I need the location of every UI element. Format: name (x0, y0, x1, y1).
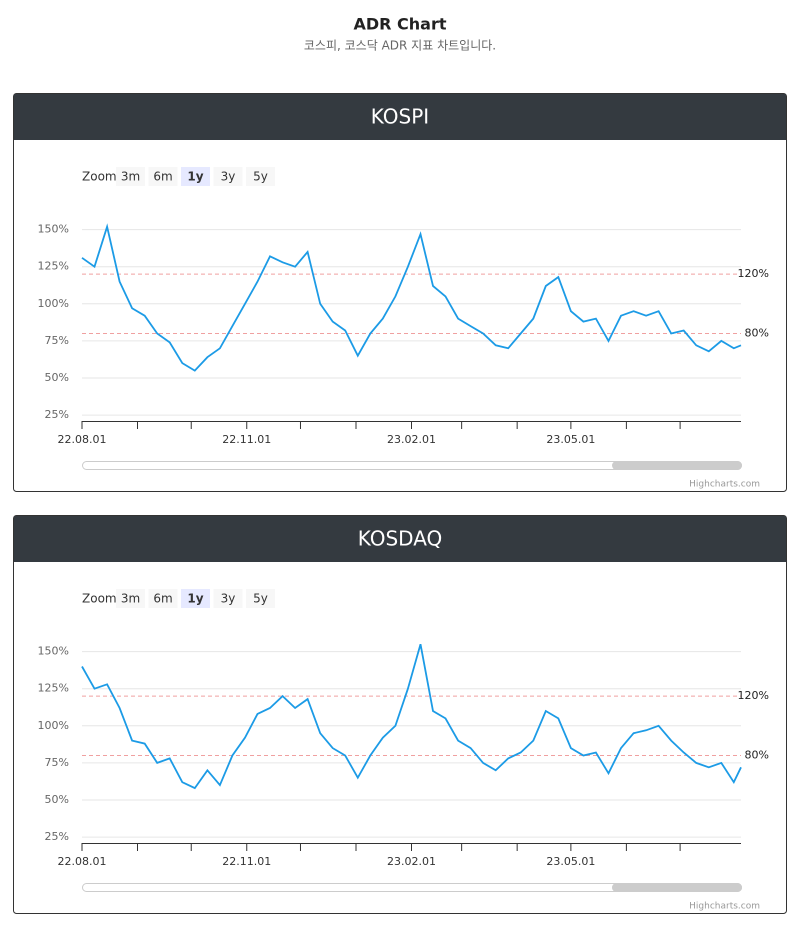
zoom-button-label[interactable]: 3y (221, 592, 236, 606)
x-tick-label: 22.08.01 (58, 433, 107, 446)
zoom-button-label[interactable]: 3m (121, 592, 140, 606)
y-tick-label: 50% (45, 371, 69, 384)
zoom-button[interactable] (246, 589, 275, 608)
y-tick-label: 50% (45, 793, 69, 806)
page-title: ADR Chart (353, 15, 446, 34)
zoom-button[interactable] (148, 167, 178, 186)
zoom-button[interactable] (181, 167, 210, 186)
zoom-button-label[interactable]: 3m (121, 170, 140, 184)
scrollbar-thumb[interactable] (612, 461, 742, 470)
y-tick-label: 75% (45, 756, 69, 769)
data-line (81, 223, 742, 372)
panel-title: KOSPI (371, 105, 429, 129)
zoom-button[interactable] (148, 589, 178, 608)
panel-header (14, 94, 786, 140)
zoom-button-label[interactable]: 3y (221, 170, 236, 184)
y-tick-label: 125% (38, 682, 69, 695)
x-tick-label: 22.11.01 (222, 433, 271, 446)
zoom-button-label[interactable]: 5y (253, 592, 268, 606)
zoom-button[interactable] (116, 167, 145, 186)
y-tick-label: 25% (45, 408, 69, 421)
zoom-button[interactable] (246, 167, 275, 186)
zoom-label: Zoom (82, 170, 117, 184)
plot-line-label: 80% (745, 748, 769, 761)
zoom-button-label[interactable]: 1y (187, 170, 203, 184)
y-tick-label: 150% (38, 645, 69, 658)
panel (13, 93, 787, 492)
zoom-label: Zoom (82, 592, 117, 606)
zoom-button[interactable] (213, 167, 243, 186)
x-tick-label: 23.05.01 (546, 433, 595, 446)
y-tick-label: 125% (38, 260, 69, 273)
plot-line-label: 120% (738, 267, 769, 280)
zoom-button[interactable] (213, 589, 243, 608)
zoom-button-label[interactable]: 6m (153, 592, 172, 606)
y-tick-label: 100% (38, 719, 69, 732)
panel-header (14, 516, 786, 562)
y-tick-label: 100% (38, 297, 69, 310)
panel-title: KOSDAQ (358, 527, 443, 551)
plot-line-label: 120% (738, 689, 769, 702)
plot-line-label: 80% (745, 326, 769, 339)
zoom-button[interactable] (181, 589, 210, 608)
scrollbar-thumb[interactable] (612, 883, 742, 892)
data-line (81, 643, 742, 790)
y-tick-label: 150% (38, 223, 69, 236)
y-tick-label: 75% (45, 334, 69, 347)
x-tick-label: 23.02.01 (387, 855, 436, 868)
zoom-button-label[interactable]: 1y (187, 592, 203, 606)
zoom-button-label[interactable]: 5y (253, 170, 268, 184)
page-subtitle: 코스피, 코스닥 ADR 지표 차트입니다. (304, 39, 496, 53)
x-tick-label: 23.05.01 (546, 855, 595, 868)
y-tick-label: 25% (45, 830, 69, 843)
x-tick-label: 22.11.01 (222, 855, 271, 868)
zoom-button[interactable] (116, 589, 145, 608)
credits[interactable]: Highcharts.com (689, 480, 760, 490)
x-tick-label: 23.02.01 (387, 433, 436, 446)
x-tick-label: 22.08.01 (58, 855, 107, 868)
zoom-button-label[interactable]: 6m (153, 170, 172, 184)
credits[interactable]: Highcharts.com (689, 902, 760, 912)
